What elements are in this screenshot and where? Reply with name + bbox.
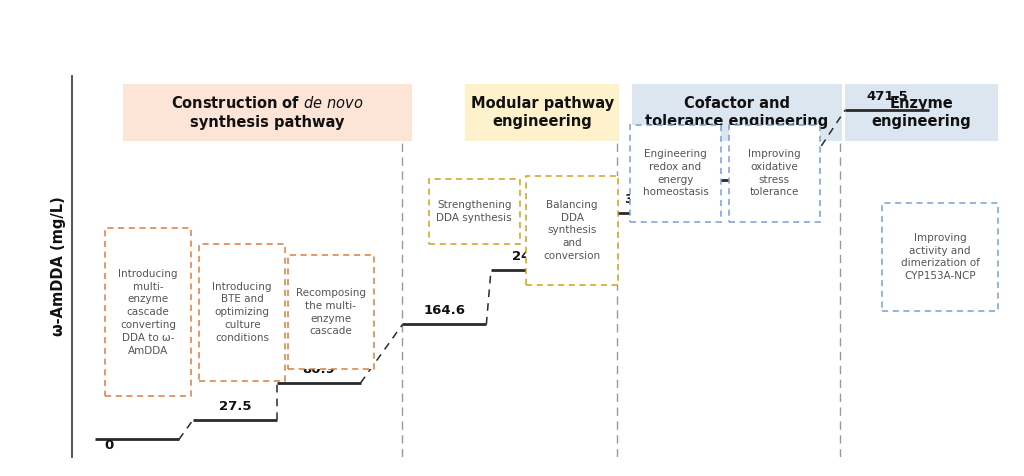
FancyBboxPatch shape bbox=[632, 84, 842, 141]
Text: Construction of $\mathit{de\ novo}$
synthesis pathway: Construction of $\mathit{de\ novo}$ synt… bbox=[171, 95, 364, 129]
FancyBboxPatch shape bbox=[200, 244, 285, 381]
Text: 471.5: 471.5 bbox=[866, 90, 908, 103]
Text: Modular pathway
engineering: Modular pathway engineering bbox=[471, 96, 613, 129]
Y-axis label: ω-AmDDA (mg/L): ω-AmDDA (mg/L) bbox=[51, 197, 67, 337]
Text: Introducing
BTE and
optimizing
culture
conditions: Introducing BTE and optimizing culture c… bbox=[212, 282, 272, 343]
Text: 0: 0 bbox=[104, 439, 114, 452]
FancyBboxPatch shape bbox=[288, 255, 374, 369]
Text: Recomposing
the multi-
enzyme
cascade: Recomposing the multi- enzyme cascade bbox=[296, 288, 366, 337]
Text: 27.5: 27.5 bbox=[218, 400, 251, 413]
Text: Enzyme
engineering: Enzyme engineering bbox=[871, 96, 972, 129]
FancyBboxPatch shape bbox=[630, 125, 721, 222]
Text: Cofactor and
tolerance engineering: Cofactor and tolerance engineering bbox=[645, 96, 828, 129]
FancyBboxPatch shape bbox=[845, 84, 998, 141]
Text: 324.4: 324.4 bbox=[624, 193, 666, 206]
FancyBboxPatch shape bbox=[465, 84, 620, 141]
FancyBboxPatch shape bbox=[429, 179, 520, 244]
FancyBboxPatch shape bbox=[526, 176, 617, 285]
Text: 370.9: 370.9 bbox=[735, 160, 777, 173]
FancyBboxPatch shape bbox=[123, 84, 412, 141]
Text: 164.6: 164.6 bbox=[423, 305, 466, 317]
Text: Strengthening
DDA synthesis: Strengthening DDA synthesis bbox=[436, 200, 512, 223]
Text: 80.9: 80.9 bbox=[302, 363, 335, 376]
Text: Improving
activity and
dimerization of
CYP153A-NCP: Improving activity and dimerization of C… bbox=[901, 233, 980, 281]
FancyBboxPatch shape bbox=[882, 203, 998, 311]
Text: Improving
oxidative
stress
tolerance: Improving oxidative stress tolerance bbox=[748, 149, 801, 198]
FancyBboxPatch shape bbox=[729, 125, 820, 222]
Text: Introducing
multi-
enzyme
cascade
converting
DDA to ω-
AmDDA: Introducing multi- enzyme cascade conver… bbox=[119, 269, 178, 356]
Text: Engineering
redox and
energy
homeostasis: Engineering redox and energy homeostasis bbox=[643, 149, 709, 198]
Text: 242.8: 242.8 bbox=[512, 250, 554, 263]
Text: Balancing
DDA
synthesis
and
conversion: Balancing DDA synthesis and conversion bbox=[544, 200, 601, 261]
FancyBboxPatch shape bbox=[105, 228, 190, 396]
